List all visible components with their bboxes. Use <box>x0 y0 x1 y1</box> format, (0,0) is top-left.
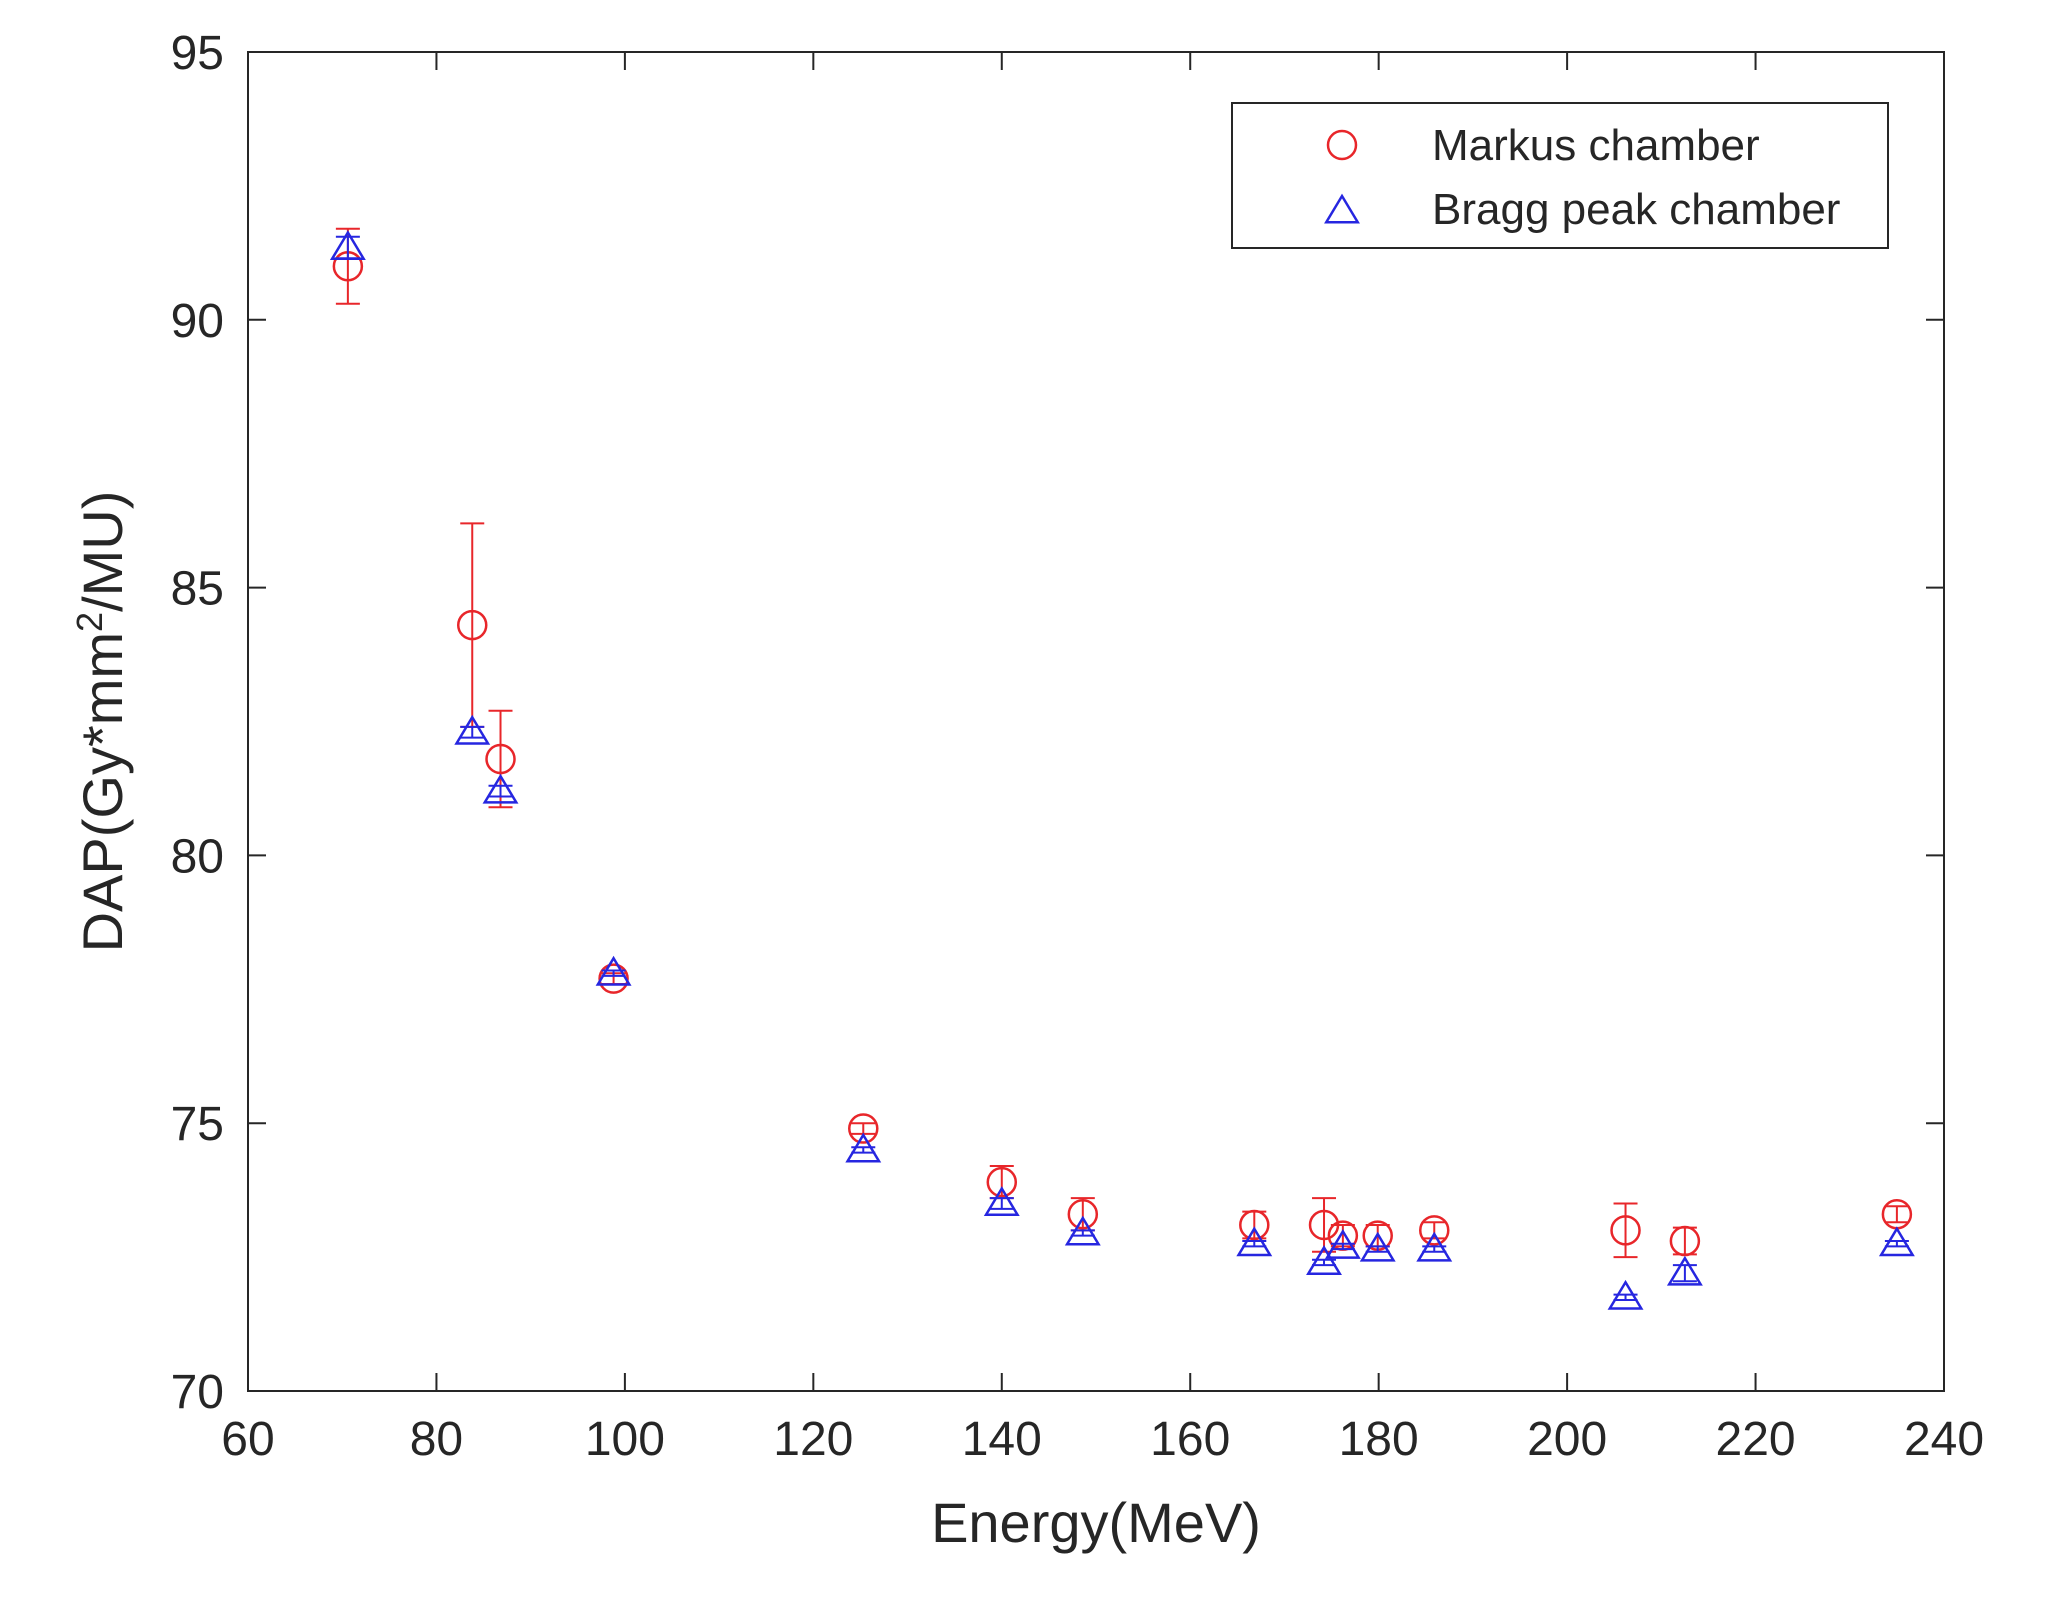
x-axis-ticks: 60 80 100 120 140 160 180 200 220 240 <box>221 52 1984 1466</box>
y-axis-title-suffix: /MU) <box>71 491 134 612</box>
data-point <box>1359 1231 1396 1262</box>
x-tick-label: 200 <box>1527 1413 1607 1466</box>
legend-marker-bragg <box>1324 193 1360 224</box>
data-point <box>1064 1215 1101 1246</box>
data-point <box>1607 1279 1644 1310</box>
data-point <box>482 773 519 804</box>
error-bar <box>989 1197 1014 1210</box>
y-tick-label: 95 <box>171 27 224 80</box>
data-point <box>1324 1228 1361 1259</box>
data-point <box>456 609 488 641</box>
x-tick-label: 240 <box>1904 1413 1984 1466</box>
y-tick-label: 75 <box>171 1098 224 1151</box>
error-bar <box>1613 1202 1638 1259</box>
data-point <box>1236 1226 1273 1257</box>
data-point <box>845 1132 882 1163</box>
series-markus <box>332 227 1913 1259</box>
y-tick-label: 85 <box>171 563 224 616</box>
data-point <box>1666 1255 1703 1286</box>
x-axis-title: Energy(MeV) <box>931 1491 1261 1554</box>
data-series <box>329 227 1915 1310</box>
legend-label-bragg: Bragg peak chamber <box>1432 185 1840 234</box>
plot-area <box>247 51 1945 1392</box>
data-point <box>1610 1215 1641 1246</box>
data-point <box>329 230 366 260</box>
x-tick-label: 80 <box>410 1413 463 1466</box>
y-axis-title-superscript: 2 <box>69 612 110 632</box>
data-point <box>986 1166 1018 1198</box>
y-axis-title: DAP(Gy*mm2/MU) <box>69 491 135 953</box>
data-point <box>983 1186 1020 1217</box>
data-point <box>1878 1226 1915 1257</box>
y-axis-ticks: 70 75 80 85 90 95 <box>171 27 1944 1419</box>
data-point <box>485 743 516 775</box>
x-tick-label: 100 <box>585 1413 665 1466</box>
error-bar <box>1672 1264 1697 1283</box>
error-bar <box>1884 1205 1909 1224</box>
data-point <box>1067 1199 1099 1230</box>
legend: Markus chamber Bragg peak chamber <box>1231 102 1889 249</box>
data-point <box>1306 1245 1342 1275</box>
series-bragg <box>329 230 1915 1310</box>
legend-box <box>1231 102 1889 249</box>
data-point <box>598 963 629 994</box>
x-tick-label: 60 <box>221 1413 274 1466</box>
data-point <box>595 955 632 986</box>
x-tick-label: 180 <box>1339 1413 1419 1466</box>
legend-label-markus: Markus chamber <box>1432 121 1760 170</box>
x-tick-label: 120 <box>773 1413 853 1466</box>
data-point <box>1239 1209 1270 1241</box>
x-tick-label: 220 <box>1716 1413 1796 1466</box>
data-point <box>848 1113 879 1144</box>
data-point <box>454 714 491 745</box>
error-bar <box>460 725 485 739</box>
y-axis-title-prefix: DAP(Gy*mm <box>71 632 134 952</box>
y-tick-label: 90 <box>171 295 224 348</box>
data-point <box>1419 1215 1450 1246</box>
legend-marker-symbol <box>1326 129 1358 161</box>
legend-marker-markus <box>1326 129 1358 161</box>
y-tick-label: 80 <box>171 830 224 883</box>
x-tick-label: 140 <box>962 1413 1042 1466</box>
legend-marker-symbol <box>1324 193 1360 224</box>
plot-border <box>247 51 1945 1392</box>
error-bar <box>488 784 513 798</box>
x-tick-label: 160 <box>1150 1413 1230 1466</box>
data-point <box>1416 1231 1453 1262</box>
y-tick-label: 70 <box>171 1366 224 1419</box>
data-point <box>1669 1225 1701 1257</box>
